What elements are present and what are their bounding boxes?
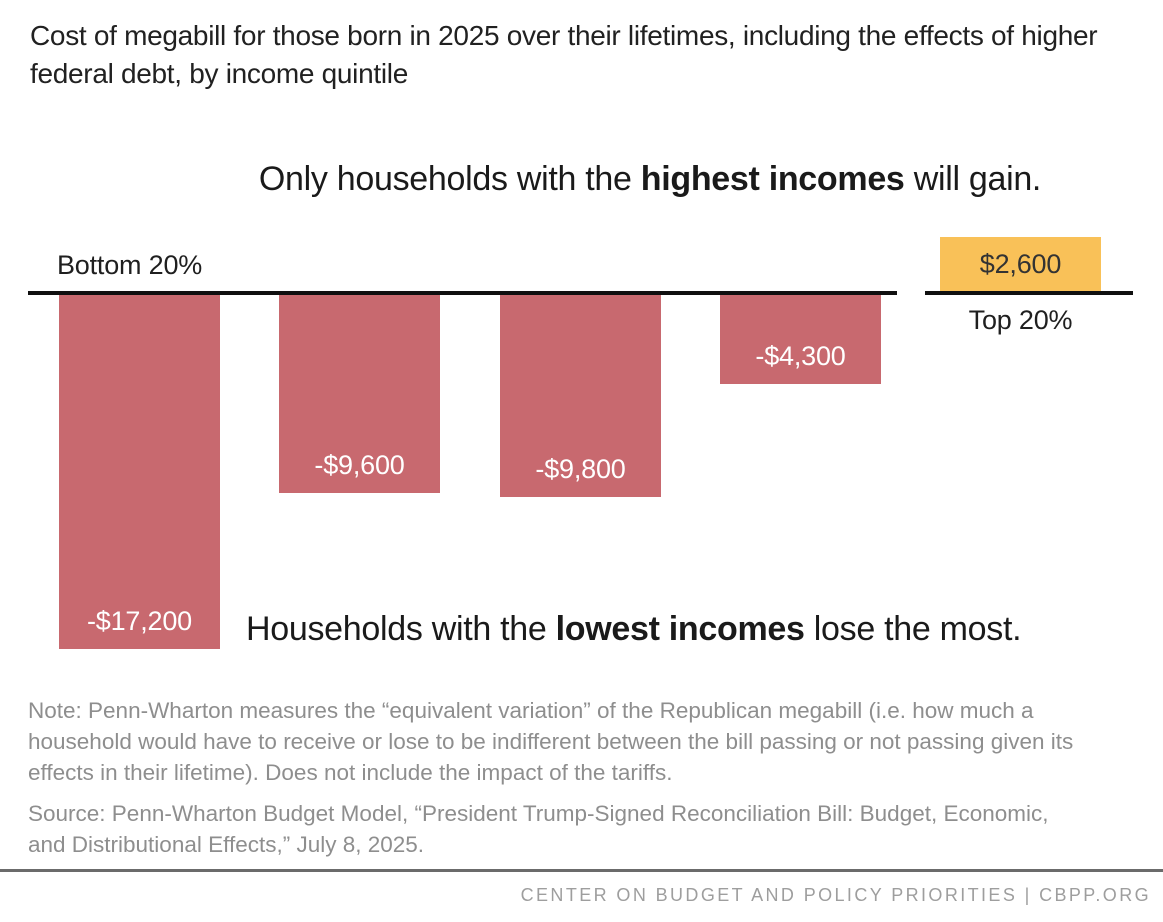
category-label-top-20: Top 20%	[968, 305, 1073, 335]
zero-axis-line-left-segment	[28, 291, 897, 295]
bar-second-20: -$9,600	[279, 295, 440, 493]
annotation-top: Only households with the highest incomes…	[137, 160, 1163, 199]
bar-top-20: $2,600	[940, 237, 1101, 291]
bar-value-label: -$17,200	[87, 606, 192, 636]
annotation-bottom: Households with the lowest incomes lose …	[246, 610, 1022, 649]
annotation-top-suffix: will gain.	[904, 160, 1042, 198]
bar-value-label: -$4,300	[755, 341, 846, 371]
bar-fourth-20: -$4,300	[720, 295, 881, 384]
source-text: Source: Penn-Wharton Budget Model, “Pres…	[28, 801, 1049, 857]
bar-value-label: -$9,600	[314, 450, 405, 480]
category-label-bottom-20: Bottom 20%	[57, 250, 203, 280]
annotation-top-bold: highest incomes	[640, 160, 905, 198]
bar-bottom-20: -$17,200	[59, 295, 220, 649]
annotation-bottom-suffix: lose the most.	[804, 610, 1022, 648]
zero-axis-line-right-segment	[925, 291, 1133, 295]
footer-branding: CENTER ON BUDGET AND POLICY PRIORITIES |…	[520, 885, 1151, 905]
footer-divider	[0, 869, 1163, 872]
bar-value-label: -$9,800	[535, 454, 626, 484]
note-text: Note: Penn-Wharton measures the “equival…	[28, 698, 1074, 785]
annotation-bottom-bold: lowest incomes	[555, 610, 805, 648]
annotation-bottom-prefix: Households with the	[246, 610, 556, 648]
bar-middle-20: -$9,800	[500, 295, 661, 497]
bar-value-label: $2,600	[979, 248, 1062, 279]
chart-title: Cost of megabill for those born in 2025 …	[30, 20, 1098, 89]
annotation-top-prefix: Only households with the	[258, 160, 641, 198]
